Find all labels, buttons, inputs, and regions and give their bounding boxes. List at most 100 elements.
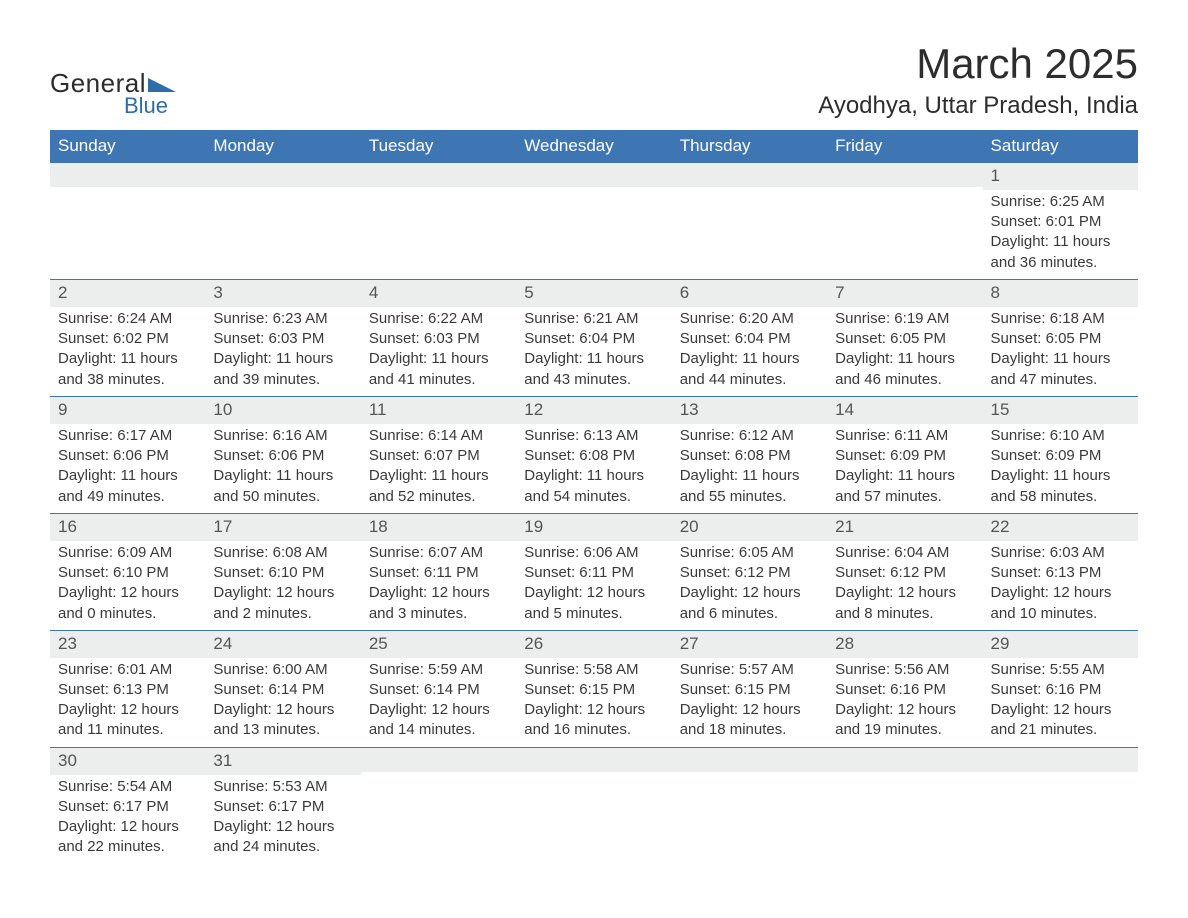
day-body bbox=[361, 187, 516, 265]
calendar-week-row: 9Sunrise: 6:17 AMSunset: 6:06 PMDaylight… bbox=[50, 396, 1138, 513]
sunrise-line: Sunrise: 6:09 AM bbox=[58, 543, 197, 563]
title-block: March 2025 Ayodhya, Uttar Pradesh, India bbox=[818, 40, 1138, 120]
daylight-line: Daylight: 12 hours and 10 minutes. bbox=[991, 583, 1130, 624]
sunrise-line: Sunrise: 6:01 AM bbox=[58, 660, 197, 680]
day-number: 18 bbox=[361, 514, 516, 541]
month-title: March 2025 bbox=[818, 40, 1138, 88]
calendar-cell: 12Sunrise: 6:13 AMSunset: 6:08 PMDayligh… bbox=[516, 396, 671, 513]
sunrise-line: Sunrise: 6:00 AM bbox=[213, 660, 352, 680]
day-number bbox=[672, 748, 827, 772]
sunrise-line: Sunrise: 5:55 AM bbox=[991, 660, 1130, 680]
weekday-header: Thursday bbox=[672, 130, 827, 163]
sunrise-line: Sunrise: 6:11 AM bbox=[835, 426, 974, 446]
sunset-line: Sunset: 6:12 PM bbox=[835, 563, 974, 583]
day-body: Sunrise: 6:10 AMSunset: 6:09 PMDaylight:… bbox=[983, 424, 1138, 513]
sunrise-line: Sunrise: 6:07 AM bbox=[369, 543, 508, 563]
weekday-header: Monday bbox=[205, 130, 360, 163]
day-body: Sunrise: 5:59 AMSunset: 6:14 PMDaylight:… bbox=[361, 658, 516, 747]
day-body: Sunrise: 6:19 AMSunset: 6:05 PMDaylight:… bbox=[827, 307, 982, 396]
sunrise-line: Sunrise: 6:23 AM bbox=[213, 309, 352, 329]
day-number bbox=[516, 748, 671, 772]
day-body: Sunrise: 5:54 AMSunset: 6:17 PMDaylight:… bbox=[50, 775, 205, 864]
calendar-cell: 9Sunrise: 6:17 AMSunset: 6:06 PMDaylight… bbox=[50, 396, 205, 513]
calendar-cell: 4Sunrise: 6:22 AMSunset: 6:03 PMDaylight… bbox=[361, 279, 516, 396]
logo: General Blue bbox=[50, 40, 176, 119]
day-body: Sunrise: 6:14 AMSunset: 6:07 PMDaylight:… bbox=[361, 424, 516, 513]
day-number: 10 bbox=[205, 397, 360, 424]
day-number: 22 bbox=[983, 514, 1138, 541]
sunrise-line: Sunrise: 6:05 AM bbox=[680, 543, 819, 563]
calendar-cell: 17Sunrise: 6:08 AMSunset: 6:10 PMDayligh… bbox=[205, 513, 360, 630]
weekday-header: Sunday bbox=[50, 130, 205, 163]
sunrise-line: Sunrise: 6:12 AM bbox=[680, 426, 819, 446]
sunrise-line: Sunrise: 5:58 AM bbox=[524, 660, 663, 680]
calendar-cell: 10Sunrise: 6:16 AMSunset: 6:06 PMDayligh… bbox=[205, 396, 360, 513]
daylight-line: Daylight: 12 hours and 24 minutes. bbox=[213, 817, 352, 858]
day-number: 19 bbox=[516, 514, 671, 541]
daylight-line: Daylight: 11 hours and 44 minutes. bbox=[680, 349, 819, 390]
sunset-line: Sunset: 6:11 PM bbox=[369, 563, 508, 583]
day-body bbox=[827, 772, 982, 850]
calendar-cell: 3Sunrise: 6:23 AMSunset: 6:03 PMDaylight… bbox=[205, 279, 360, 396]
daylight-line: Daylight: 11 hours and 43 minutes. bbox=[524, 349, 663, 390]
sunset-line: Sunset: 6:12 PM bbox=[680, 563, 819, 583]
calendar-cell: 15Sunrise: 6:10 AMSunset: 6:09 PMDayligh… bbox=[983, 396, 1138, 513]
day-body: Sunrise: 6:24 AMSunset: 6:02 PMDaylight:… bbox=[50, 307, 205, 396]
day-body bbox=[827, 187, 982, 265]
sunrise-line: Sunrise: 6:08 AM bbox=[213, 543, 352, 563]
calendar-cell bbox=[827, 747, 982, 863]
sunset-line: Sunset: 6:14 PM bbox=[369, 680, 508, 700]
day-body: Sunrise: 6:03 AMSunset: 6:13 PMDaylight:… bbox=[983, 541, 1138, 630]
day-body: Sunrise: 6:06 AMSunset: 6:11 PMDaylight:… bbox=[516, 541, 671, 630]
weekday-header: Tuesday bbox=[361, 130, 516, 163]
calendar-cell: 13Sunrise: 6:12 AMSunset: 6:08 PMDayligh… bbox=[672, 396, 827, 513]
day-number bbox=[672, 163, 827, 187]
calendar-cell bbox=[205, 163, 360, 280]
calendar-cell: 29Sunrise: 5:55 AMSunset: 6:16 PMDayligh… bbox=[983, 630, 1138, 747]
calendar-cell bbox=[516, 163, 671, 280]
calendar-cell bbox=[983, 747, 1138, 863]
calendar-cell: 11Sunrise: 6:14 AMSunset: 6:07 PMDayligh… bbox=[361, 396, 516, 513]
daylight-line: Daylight: 12 hours and 16 minutes. bbox=[524, 700, 663, 741]
sunset-line: Sunset: 6:08 PM bbox=[680, 446, 819, 466]
sunset-line: Sunset: 6:17 PM bbox=[213, 797, 352, 817]
day-number bbox=[205, 163, 360, 187]
calendar-header-row: SundayMondayTuesdayWednesdayThursdayFrid… bbox=[50, 130, 1138, 163]
day-number: 6 bbox=[672, 280, 827, 307]
sunrise-line: Sunrise: 6:17 AM bbox=[58, 426, 197, 446]
sunset-line: Sunset: 6:04 PM bbox=[680, 329, 819, 349]
calendar-cell: 1Sunrise: 6:25 AMSunset: 6:01 PMDaylight… bbox=[983, 163, 1138, 280]
day-body: Sunrise: 6:08 AMSunset: 6:10 PMDaylight:… bbox=[205, 541, 360, 630]
sunrise-line: Sunrise: 6:10 AM bbox=[991, 426, 1130, 446]
calendar-cell: 24Sunrise: 6:00 AMSunset: 6:14 PMDayligh… bbox=[205, 630, 360, 747]
calendar-cell: 28Sunrise: 5:56 AMSunset: 6:16 PMDayligh… bbox=[827, 630, 982, 747]
sunrise-line: Sunrise: 6:18 AM bbox=[991, 309, 1130, 329]
daylight-line: Daylight: 12 hours and 3 minutes. bbox=[369, 583, 508, 624]
day-number bbox=[827, 163, 982, 187]
sunrise-line: Sunrise: 6:20 AM bbox=[680, 309, 819, 329]
calendar-cell bbox=[361, 747, 516, 863]
calendar-cell: 21Sunrise: 6:04 AMSunset: 6:12 PMDayligh… bbox=[827, 513, 982, 630]
day-number bbox=[983, 748, 1138, 772]
day-number: 8 bbox=[983, 280, 1138, 307]
day-body: Sunrise: 5:55 AMSunset: 6:16 PMDaylight:… bbox=[983, 658, 1138, 747]
sunset-line: Sunset: 6:05 PM bbox=[991, 329, 1130, 349]
daylight-line: Daylight: 12 hours and 18 minutes. bbox=[680, 700, 819, 741]
sunrise-line: Sunrise: 6:19 AM bbox=[835, 309, 974, 329]
day-number: 5 bbox=[516, 280, 671, 307]
daylight-line: Daylight: 11 hours and 46 minutes. bbox=[835, 349, 974, 390]
day-body bbox=[516, 187, 671, 265]
daylight-line: Daylight: 12 hours and 22 minutes. bbox=[58, 817, 197, 858]
day-body bbox=[205, 187, 360, 265]
day-number: 20 bbox=[672, 514, 827, 541]
day-body: Sunrise: 5:58 AMSunset: 6:15 PMDaylight:… bbox=[516, 658, 671, 747]
sunrise-line: Sunrise: 6:22 AM bbox=[369, 309, 508, 329]
day-number: 14 bbox=[827, 397, 982, 424]
calendar-cell: 25Sunrise: 5:59 AMSunset: 6:14 PMDayligh… bbox=[361, 630, 516, 747]
day-number: 15 bbox=[983, 397, 1138, 424]
daylight-line: Daylight: 11 hours and 55 minutes. bbox=[680, 466, 819, 507]
day-body: Sunrise: 6:23 AMSunset: 6:03 PMDaylight:… bbox=[205, 307, 360, 396]
sunrise-line: Sunrise: 6:14 AM bbox=[369, 426, 508, 446]
day-body: Sunrise: 6:22 AMSunset: 6:03 PMDaylight:… bbox=[361, 307, 516, 396]
day-number: 26 bbox=[516, 631, 671, 658]
